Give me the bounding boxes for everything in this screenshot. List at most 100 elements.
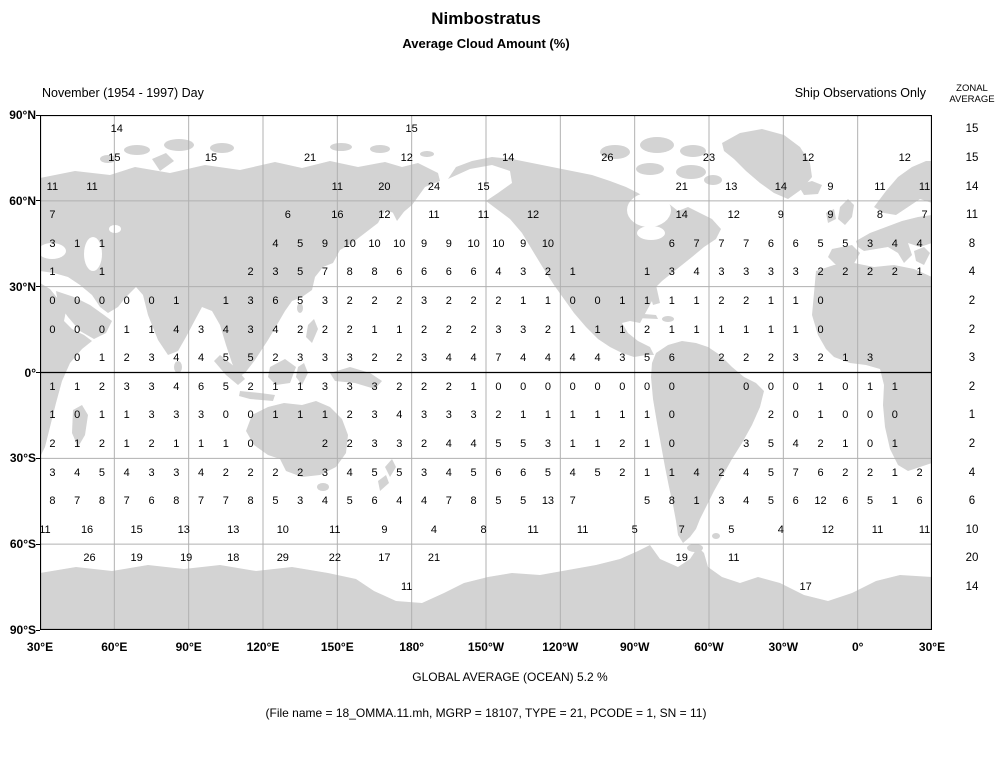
- grid-value: 7: [495, 352, 502, 365]
- grid-value: 3: [346, 352, 353, 365]
- grid-value: 1: [123, 323, 130, 336]
- grid-value: 13: [725, 180, 738, 193]
- grid-value: 7: [74, 495, 81, 508]
- grid-value: 2: [817, 438, 824, 451]
- grid-value: 6: [197, 380, 205, 393]
- grid-value: 1: [916, 266, 923, 279]
- grid-value: 4: [470, 352, 477, 365]
- grid-value: 3: [247, 294, 254, 307]
- grid-value: 4: [594, 352, 601, 365]
- grid-value: 3: [197, 409, 205, 422]
- grid-value: 4: [693, 466, 700, 479]
- grid-value: 1: [594, 409, 601, 422]
- grid-value: 4: [173, 323, 180, 336]
- grid-value: 1: [569, 409, 576, 422]
- grid-value: 5: [817, 237, 824, 250]
- grid-value: 3: [297, 352, 304, 365]
- grid-value: 0: [569, 380, 576, 393]
- grid-value: 1: [197, 438, 205, 451]
- grid-value: 6: [520, 466, 527, 479]
- grid-value: 5: [767, 438, 774, 451]
- grid-value: 1: [297, 380, 304, 393]
- grid-value: 4: [520, 352, 527, 365]
- grid-value: 0: [817, 294, 824, 307]
- grid-value: 4: [916, 237, 923, 250]
- grid-value: 3: [148, 466, 155, 479]
- zonal-average-value: 14: [965, 581, 979, 594]
- grid-value: 11: [527, 523, 539, 536]
- grid-value: 1: [718, 323, 725, 336]
- grid-value: 1: [123, 409, 130, 422]
- grid-value: 2: [346, 438, 353, 451]
- grid-value: 1: [693, 495, 700, 508]
- longitude-label: 30°W: [768, 640, 799, 654]
- grid-value: 5: [495, 438, 502, 451]
- grid-value: 3: [297, 495, 304, 508]
- grid-value: 0: [569, 294, 576, 307]
- grid-value: 5: [297, 294, 304, 307]
- grid-value: 2: [718, 466, 725, 479]
- grid-value: 6: [272, 294, 279, 307]
- grid-value: 11: [874, 180, 886, 193]
- grid-value: 5: [520, 495, 527, 508]
- inland-seas: [40, 193, 671, 271]
- grid-value: 7: [197, 495, 205, 508]
- grid-value: 5: [643, 352, 651, 365]
- axis-tick: [36, 629, 40, 631]
- longitude-label: 150°E: [320, 640, 354, 654]
- grid-value: 4: [495, 266, 502, 279]
- grid-value: 1: [668, 323, 675, 336]
- zonal-average-value: 20: [965, 552, 979, 565]
- file-info-caption: (File name = 18_OMMA.11.mh, MGRP = 18107…: [265, 706, 707, 720]
- grid-value: 3: [420, 409, 428, 422]
- grid-value: 2: [346, 294, 353, 307]
- grid-value: 14: [675, 209, 688, 222]
- grid-value: 21: [675, 180, 688, 193]
- grid-value: 1: [74, 380, 81, 393]
- grid-value: 21: [303, 151, 317, 164]
- grid-value: 10: [467, 237, 480, 250]
- grid-value: 9: [420, 237, 428, 250]
- grid-value: 6: [668, 352, 675, 365]
- grid-value: 0: [495, 380, 502, 393]
- grid-value: 1: [842, 438, 849, 451]
- grid-value: 15: [108, 151, 121, 164]
- grid-value: 2: [49, 438, 56, 451]
- grid-value: 11: [918, 523, 931, 536]
- grid-value: 1: [668, 294, 675, 307]
- grid-value: 2: [866, 266, 874, 279]
- grid-value: 1: [371, 323, 378, 336]
- grid-value: 11: [871, 523, 884, 536]
- grid-value: 2: [817, 352, 824, 365]
- grid-value: 6: [817, 466, 824, 479]
- grid-value: 2: [346, 409, 353, 422]
- longitude-label: 30°E: [26, 640, 54, 654]
- grid-value: 11: [331, 180, 344, 193]
- grid-value: 0: [247, 438, 254, 451]
- grid-value: 3: [743, 438, 750, 451]
- grid-value: 2: [297, 466, 304, 479]
- grid-value: 3: [371, 409, 378, 422]
- grid-value: 4: [346, 466, 353, 479]
- longitude-label: 0°: [851, 640, 864, 654]
- grid-value: 0: [74, 323, 81, 336]
- grid-value: 17: [378, 552, 391, 565]
- grid-value: 3: [173, 409, 180, 422]
- grid-value: 0: [668, 380, 675, 393]
- grid-value: 3: [247, 323, 254, 336]
- grid-value: 3: [792, 352, 799, 365]
- grid-value: 11: [329, 523, 341, 536]
- latitude-label: 60°S: [9, 537, 36, 552]
- grid-value: 4: [272, 237, 279, 250]
- longitude-label: 60°E: [101, 640, 128, 654]
- grid-value: 2: [148, 438, 155, 451]
- grid-value: 1: [222, 294, 229, 307]
- grid-value: 1: [891, 495, 898, 508]
- grid-value: 1: [866, 380, 874, 393]
- grid-value: 6: [420, 266, 428, 279]
- axis-tick: [36, 286, 40, 288]
- zonal-average-value: 14: [965, 180, 979, 193]
- grid-value: 29: [276, 552, 289, 565]
- grid-value: 14: [110, 123, 123, 136]
